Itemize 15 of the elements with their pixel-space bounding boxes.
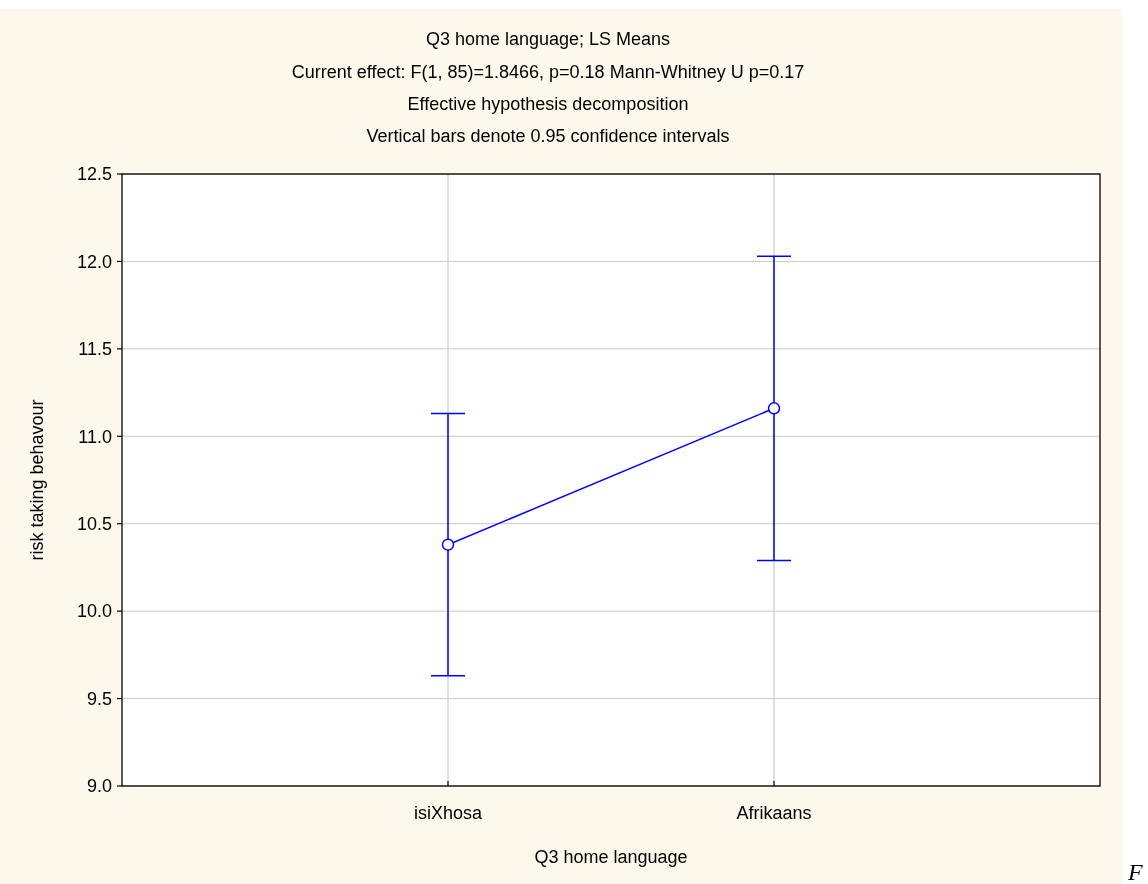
x-tick-label: isiXhosa xyxy=(413,803,483,824)
y-axis-title: risk taking behavour xyxy=(27,399,48,561)
y-tick-label: 12.5 xyxy=(76,164,112,185)
y-tick-label: 12.0 xyxy=(76,251,112,272)
y-tick-label: 10.5 xyxy=(76,514,112,535)
y-tick-label: 9.0 xyxy=(86,776,112,797)
text: F xyxy=(1127,859,1143,884)
x-tick-label: Afrikaans xyxy=(736,803,812,824)
y-tick-label: 10.0 xyxy=(76,601,112,622)
chart-subtitle: Current effect: F(1, 85)=1.8466, p=0.18 Mann-Whitney U p=0.17 Effective hypothesis decomposition Vertical bars denote 0.95 confidence intervals xyxy=(291,61,805,147)
chart-title: Q3 home language; LS Means xyxy=(425,29,671,50)
y-tick-label: 11.5 xyxy=(78,339,112,360)
y-tick-label: 11.0 xyxy=(78,426,112,447)
y-tick-label: 9.5 xyxy=(86,688,112,709)
x-axis-title: Q3 home language xyxy=(534,847,688,868)
